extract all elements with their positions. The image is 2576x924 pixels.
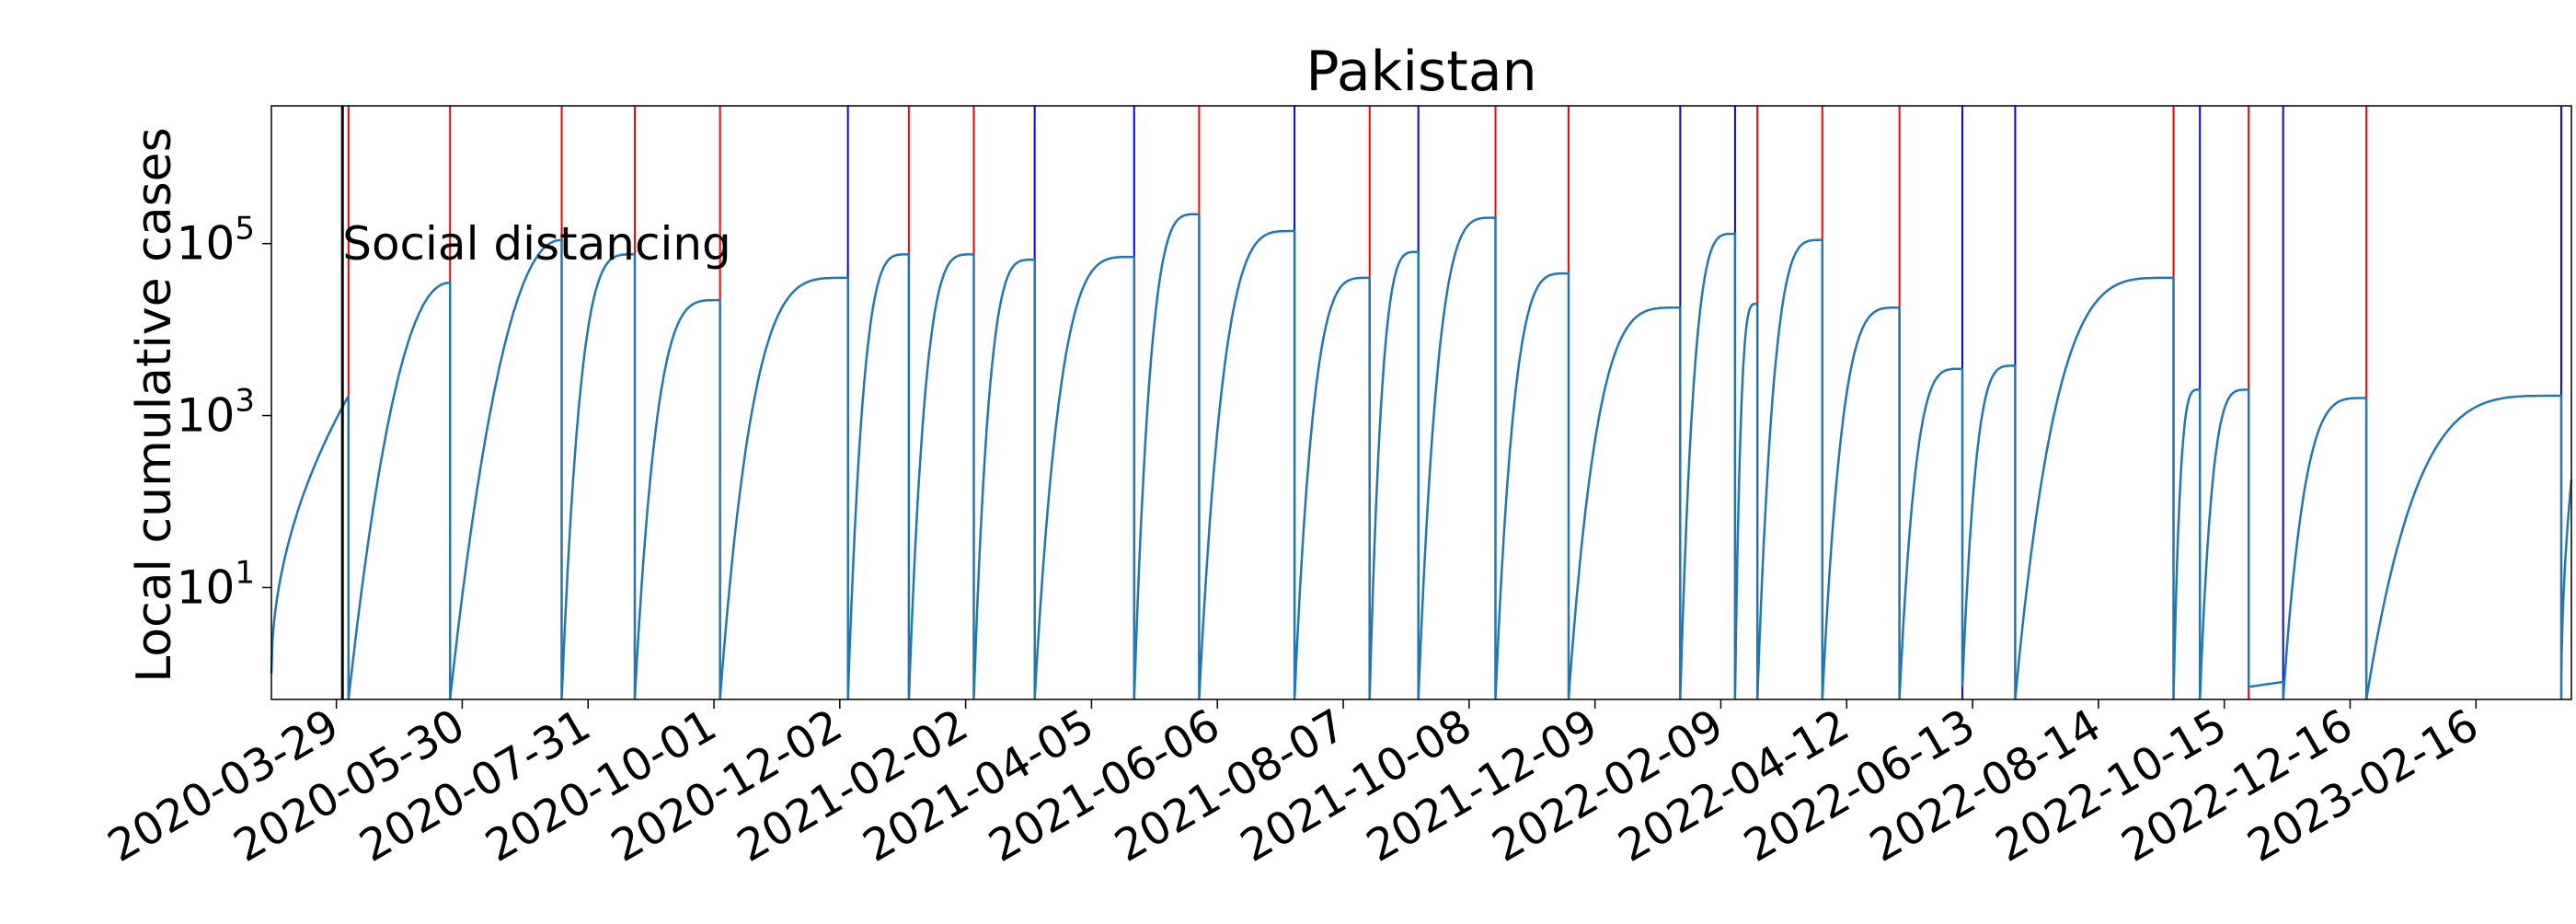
intervention-lines	[347, 106, 2562, 699]
cumulative-cases-line	[270, 213, 2573, 700]
y-tick-label-1: 103	[177, 383, 255, 443]
y-tick-label-2: 105	[177, 211, 255, 271]
y-axis-ticks: 101 103 105	[177, 211, 271, 614]
x-axis-ticks: 2020-03-292020-05-302020-07-312020-10-01…	[99, 699, 2487, 872]
y-tick-label-0: 101	[177, 554, 255, 614]
series-line	[270, 213, 2573, 700]
plot-frame	[270, 105, 2572, 700]
social-distancing-label: Social distancing	[342, 217, 731, 271]
social-distancing-annotation: Social distancing	[340, 106, 731, 699]
chart-title: Pakistan	[1305, 40, 1536, 104]
y-axis-label: Local cumulative cases	[127, 127, 182, 683]
